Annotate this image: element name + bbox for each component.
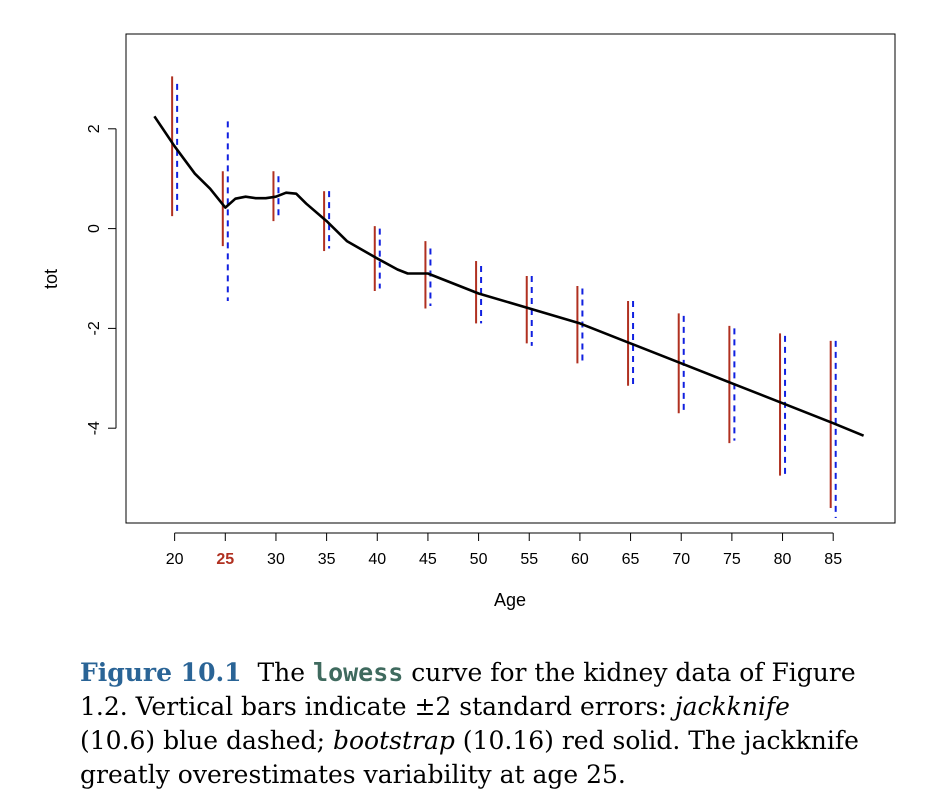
x-tick-label: 45 bbox=[419, 551, 437, 568]
x-tick-label: 25 bbox=[216, 551, 234, 568]
y-tick-label: 2 bbox=[86, 124, 103, 133]
y-axis: -4 -2 0 2 bbox=[86, 124, 117, 435]
figure-caption: Figure 10.1 The lowess curve for the kid… bbox=[80, 656, 860, 792]
y-tick-label: -2 bbox=[86, 321, 103, 335]
x-tick-label: 70 bbox=[672, 551, 690, 568]
chart: 20 25 30 35 40 45 50 55 60 65 70 75 80 85 -4-202 Age … bbox=[41, 33, 896, 610]
x-tick-label: 85 bbox=[824, 551, 842, 568]
y-axis-label: tot bbox=[41, 269, 61, 289]
caption-jackknife: jackknife bbox=[674, 692, 790, 721]
x-tick-label: 60 bbox=[571, 551, 589, 568]
x-tick-label: 50 bbox=[470, 551, 488, 568]
x-tick-label: 30 bbox=[267, 551, 285, 568]
x-tick-label: 65 bbox=[622, 551, 640, 568]
x-axis-label: Age bbox=[494, 590, 526, 610]
x-tick-label: 55 bbox=[520, 551, 538, 568]
caption-code: lowess bbox=[313, 658, 404, 687]
y-tick-label: -4 bbox=[86, 421, 103, 435]
x-tick-label: 20 bbox=[166, 551, 184, 568]
caption-text-4: (10.16) red solid. The jackknife greatly… bbox=[80, 726, 859, 789]
caption-bootstrap: bootstrap bbox=[332, 726, 455, 755]
error-bars bbox=[171, 76, 837, 519]
x-axis: 20 25 30 35 40 45 50 55 60 65 70 75 80 85 bbox=[166, 532, 842, 568]
x-tick-label: 40 bbox=[368, 551, 386, 568]
x-tick-label: 75 bbox=[723, 551, 741, 568]
y-tick-label: 0 bbox=[86, 224, 103, 233]
caption-text-3: (10.6) blue dashed; bbox=[80, 726, 333, 755]
caption-text-1: The bbox=[257, 658, 314, 687]
caption-text-2: curve for the kidney data of Figure 1.2.… bbox=[80, 658, 856, 721]
lowess-curve bbox=[153, 115, 865, 437]
x-tick-label: 80 bbox=[774, 551, 792, 568]
x-tick-label: 35 bbox=[318, 551, 336, 568]
figure-label: Figure 10.1 bbox=[80, 658, 242, 687]
plot-frame bbox=[125, 33, 896, 524]
